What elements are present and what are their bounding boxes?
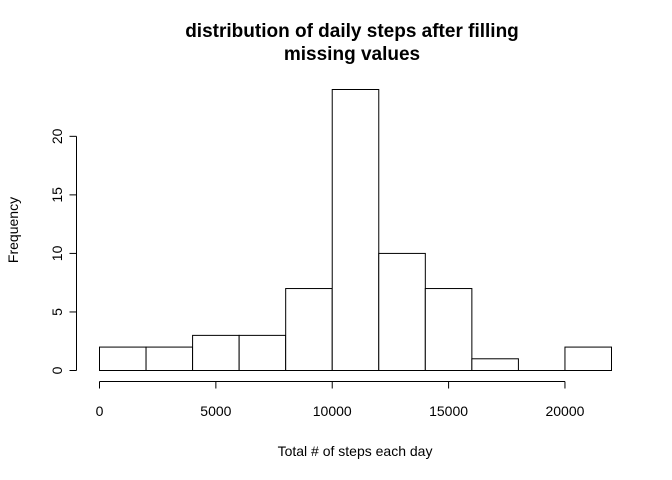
histogram-bar-10 bbox=[564, 346, 612, 372]
histogram-bar-5 bbox=[331, 89, 380, 371]
x-axis: 0 5000 10000 15000 20000 bbox=[96, 381, 585, 419]
y-axis: 0 5 10 15 20 bbox=[49, 128, 77, 374]
x-tick-label-2: 10000 bbox=[313, 403, 352, 419]
x-tick-label-3: 15000 bbox=[429, 403, 468, 419]
histogram-bar-0 bbox=[99, 346, 147, 372]
y-axis-label: Frequency bbox=[5, 197, 21, 263]
x-tick-label-4: 20000 bbox=[545, 403, 584, 419]
histogram-bar-7 bbox=[424, 288, 473, 371]
histogram-bar-4 bbox=[285, 288, 333, 371]
histogram-bar-2 bbox=[192, 334, 240, 371]
chart-title-line-2: missing values bbox=[284, 44, 420, 65]
histogram-bar-3 bbox=[238, 334, 287, 371]
y-tick-label-2: 10 bbox=[49, 245, 65, 261]
y-tick-label-1: 5 bbox=[49, 308, 65, 316]
bars-group bbox=[99, 89, 612, 372]
x-tick-label-1: 5000 bbox=[200, 403, 231, 419]
histogram-bar-1 bbox=[145, 346, 194, 372]
histogram-bar-6 bbox=[378, 252, 426, 372]
x-axis-label: Total # of steps each day bbox=[278, 443, 433, 459]
y-tick-label-4: 20 bbox=[49, 128, 65, 144]
x-tick-label-0: 0 bbox=[96, 403, 104, 419]
y-tick-label-3: 15 bbox=[49, 187, 65, 203]
y-tick-label-0: 0 bbox=[49, 366, 65, 374]
chart-title-line-1: distribution of daily steps after fillin… bbox=[185, 21, 519, 42]
histogram-bar-8 bbox=[471, 358, 519, 371]
